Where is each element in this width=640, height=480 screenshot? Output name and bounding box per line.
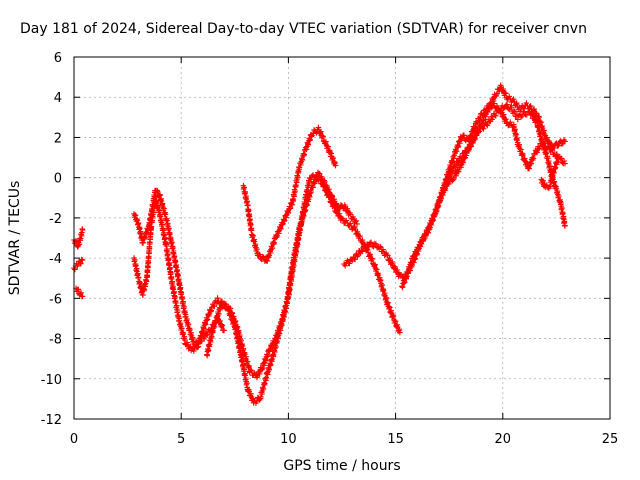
y-axis-label: SDTVAR / TECUs xyxy=(7,181,23,296)
x-tick-label: 20 xyxy=(495,432,512,447)
data-point-markers xyxy=(71,226,86,250)
y-tick-label: 6 xyxy=(54,51,62,66)
y-tick-label: 0 xyxy=(54,172,62,187)
series-arc-c xyxy=(73,285,86,300)
data-point-markers xyxy=(71,256,86,273)
series-arc-g xyxy=(240,124,339,264)
y-tick-label: -8 xyxy=(49,333,62,348)
data-point-markers xyxy=(131,187,227,350)
x-tick-label: 5 xyxy=(177,432,185,447)
data-point-markers xyxy=(131,171,403,381)
series-arc-e xyxy=(131,171,403,381)
x-axis-label: GPS time / hours xyxy=(283,458,400,474)
series-arc-j xyxy=(442,82,568,192)
x-tick-label: 10 xyxy=(280,432,297,447)
series-arc-b xyxy=(71,256,86,273)
chart-title: Day 181 of 2024, Sidereal Day-to-day VTE… xyxy=(20,21,587,37)
plot-frame xyxy=(73,56,611,420)
data-points xyxy=(71,82,568,406)
data-point-markers xyxy=(341,100,568,281)
series-arc-h xyxy=(341,100,568,281)
x-tick-label: 15 xyxy=(387,432,404,447)
series-arc-a xyxy=(71,226,86,250)
data-point-markers xyxy=(240,124,339,264)
data-point-markers xyxy=(204,169,360,406)
y-tick-label: 4 xyxy=(54,91,62,106)
x-tick-label: 25 xyxy=(602,432,619,447)
series-arc-k xyxy=(538,154,562,191)
data-point-markers xyxy=(538,154,562,191)
data-point-markers xyxy=(73,285,86,300)
y-tick-label: -10 xyxy=(41,373,62,388)
x-tick-label: 0 xyxy=(70,432,78,447)
series-arc-d xyxy=(131,187,227,350)
y-tick-label: -6 xyxy=(49,292,62,307)
y-tick-label: -2 xyxy=(49,212,62,227)
data-point-markers xyxy=(442,82,568,192)
grid xyxy=(74,57,610,419)
y-tick-label: -4 xyxy=(49,252,62,267)
series-arc-f xyxy=(204,169,360,406)
y-tick-label: -12 xyxy=(41,413,62,428)
y-tick-label: 2 xyxy=(54,131,62,146)
